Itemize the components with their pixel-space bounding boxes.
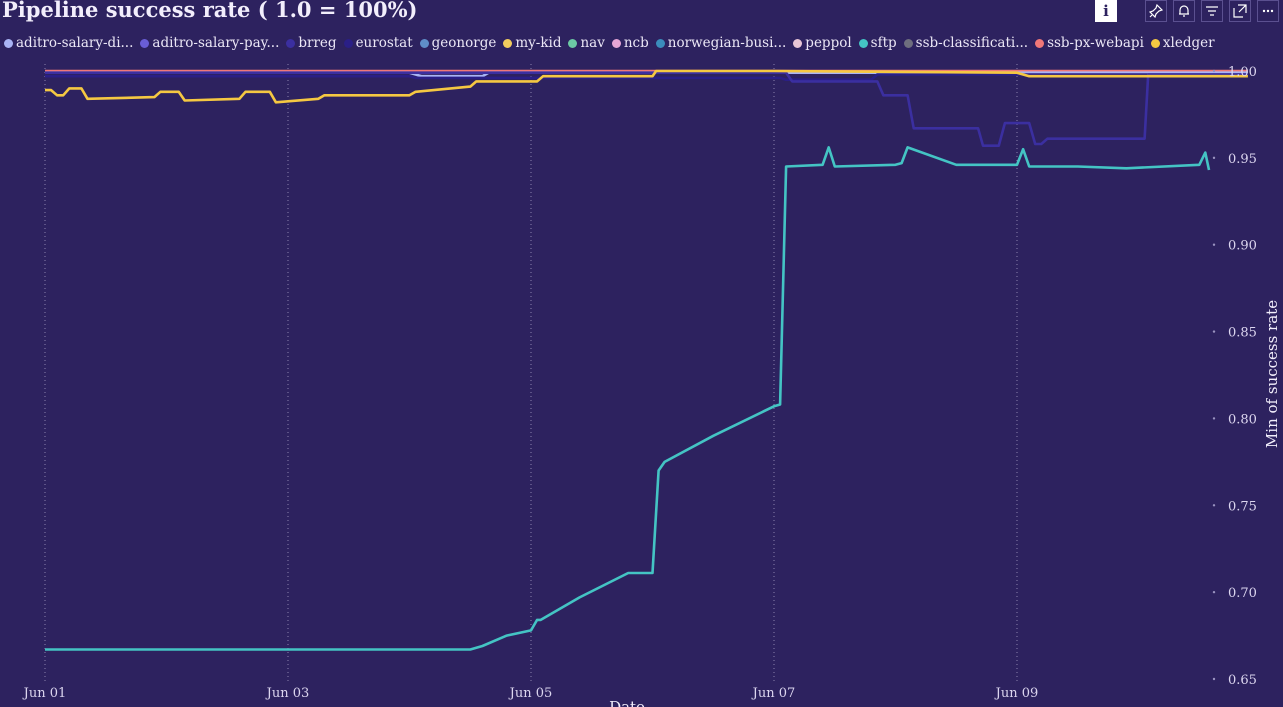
x-axis-ticks: Jun 01 Jun 03 Jun 05 Jun 07 Jun 09 <box>22 686 1039 701</box>
x-tick-label: Jun 07 <box>751 686 796 701</box>
x-tick-label: Jun 03 <box>265 686 310 701</box>
legend-label: aditro-salary-pay... <box>152 35 280 51</box>
series-line-sftp[interactable] <box>45 146 1211 651</box>
y-tick-mark <box>1212 504 1216 507</box>
legend-item[interactable]: peppol <box>793 35 852 51</box>
y-tick-label: 0.80 <box>1228 412 1257 427</box>
legend-label: nav <box>580 35 605 51</box>
legend-marker <box>4 38 13 48</box>
y-tick-mark <box>1212 243 1216 246</box>
legend-label: brreg <box>298 35 337 51</box>
y-tick-label: 0.85 <box>1228 326 1257 341</box>
legend-marker <box>568 38 578 48</box>
x-tick-label: Jun 05 <box>508 686 553 701</box>
legend-item[interactable]: geonorge <box>419 35 497 51</box>
legend-marker <box>655 38 665 48</box>
legend-label: geonorge <box>431 35 497 51</box>
legend-label: norwegian-busi... <box>667 35 787 51</box>
series-line-brreg[interactable] <box>45 71 1248 147</box>
chart-gridlines <box>44 64 1018 684</box>
legend-marker <box>903 38 913 48</box>
expand-icon[interactable] <box>1229 0 1251 22</box>
bell-icon[interactable] <box>1173 0 1195 22</box>
y-tick-mark <box>1212 330 1216 333</box>
y-axis-title: Min of success rate <box>1263 300 1281 448</box>
chart-title: Pipeline success rate ( 1.0 = 100%) <box>2 0 418 22</box>
legend-marker <box>503 38 513 48</box>
y-tick-mark <box>1212 590 1216 594</box>
legend-item[interactable]: ssb-classificati... <box>903 35 1029 51</box>
y-tick-label: 0.90 <box>1228 239 1257 254</box>
visual-header-toolbar: i <box>1095 0 1279 22</box>
y-tick-label: 0.95 <box>1228 152 1257 167</box>
legend-marker <box>611 38 621 48</box>
series-line-eurostat[interactable] <box>45 73 1248 81</box>
legend-item[interactable]: ssb-px-webapi <box>1035 35 1144 51</box>
series-line-xledger[interactable] <box>45 69 1248 104</box>
legend-item[interactable]: nav <box>568 35 605 51</box>
x-axis-title: Date <box>609 698 645 707</box>
legend-marker <box>140 38 150 48</box>
legend-label: my-kid <box>515 35 562 51</box>
legend-item[interactable]: aditro-salary-pay... <box>140 35 279 51</box>
legend-label: eurostat <box>355 35 413 51</box>
y-axis-ticks: 0.65 0.70 0.75 0.80 0.85 0.90 0.95 1.00 <box>1212 65 1257 688</box>
y-tick-mark <box>1212 677 1216 681</box>
legend-label: ncb <box>623 35 649 51</box>
y-tick-label: 0.75 <box>1228 499 1257 514</box>
legend-label: sftp <box>870 35 897 51</box>
legend-item[interactable]: ncb <box>611 35 649 51</box>
legend-item[interactable]: sftp <box>858 35 897 51</box>
legend-item[interactable]: my-kid <box>503 35 561 51</box>
y-tick-label: 1.00 <box>1228 65 1257 80</box>
legend-marker <box>793 38 803 48</box>
legend-item[interactable]: brreg <box>286 35 337 51</box>
chart-legend: aditro-salary-di... aditro-salary-pay... b… <box>4 35 1215 51</box>
legend-marker <box>343 38 353 48</box>
legend-label: aditro-salary-di... <box>16 35 134 51</box>
legend-marker <box>286 38 296 48</box>
legend-marker <box>1150 38 1160 48</box>
y-tick-mark <box>1212 156 1216 160</box>
legend-item[interactable]: eurostat <box>343 35 413 51</box>
legend-marker <box>1035 38 1045 48</box>
legend-label: peppol <box>805 35 852 51</box>
pin-icon[interactable] <box>1145 0 1167 22</box>
y-tick-mark <box>1212 69 1216 73</box>
more-icon[interactable] <box>1257 0 1279 22</box>
y-tick-mark <box>1212 417 1216 420</box>
legend-marker <box>419 38 429 48</box>
legend-marker <box>858 38 868 48</box>
x-tick-label: Jun 09 <box>994 686 1039 701</box>
x-tick-label: Jun 01 <box>22 686 67 701</box>
filter-icon[interactable] <box>1201 0 1223 22</box>
y-tick-label: 0.70 <box>1228 586 1257 601</box>
info-icon[interactable]: i <box>1095 0 1117 22</box>
legend-item[interactable]: xledger <box>1150 35 1215 51</box>
legend-label: xledger <box>1162 35 1215 51</box>
legend-item[interactable]: aditro-salary-di... <box>4 35 133 51</box>
legend-label: ssb-classificati... <box>915 35 1029 51</box>
legend-item[interactable]: norwegian-busi... <box>655 35 787 51</box>
legend-label: ssb-px-webapi <box>1047 35 1144 51</box>
y-tick-label: 0.65 <box>1228 673 1257 688</box>
chart-series <box>45 69 1248 651</box>
